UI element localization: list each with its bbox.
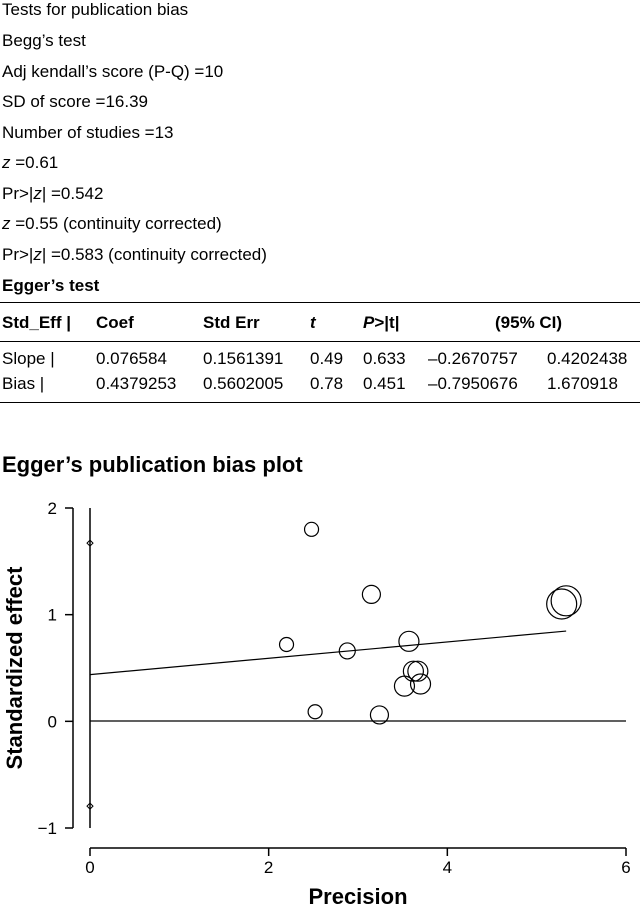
row-label: Bias |	[2, 374, 45, 393]
table-bottom-rule	[0, 402, 640, 403]
begg-title: Begg’s test	[2, 31, 86, 50]
bias-ci-lower-marker	[86, 802, 94, 810]
data-point	[407, 660, 429, 682]
begg-z-corrected: z =0.55 (continuity corrected)	[2, 214, 222, 233]
row-ci-high: 1.670918	[547, 374, 618, 393]
y-tick-label: 0	[48, 712, 57, 731]
x-axis-title: Precision	[308, 884, 407, 907]
data-point	[550, 585, 582, 617]
row-ci-high: 0.4202438	[547, 349, 628, 368]
begg-number-of-studies: Number of studies =13	[2, 123, 174, 142]
y-ticks: −1 0 1 2	[38, 499, 73, 838]
begg-kendall-score: Adj kendall’s score (P-Q) =10	[2, 62, 224, 81]
table-header-rule	[0, 341, 640, 342]
x-tick-label: 0	[85, 858, 94, 877]
data-points	[278, 521, 582, 725]
row-ci-low: –0.7950676	[428, 374, 518, 393]
data-point	[402, 660, 424, 682]
y-tick-label: 2	[48, 499, 57, 518]
x-tick-label: 6	[621, 858, 630, 877]
begg-sd-score: SD of score =16.39	[2, 92, 149, 111]
section-heading: Tests for publication bias	[2, 0, 189, 19]
data-point	[398, 630, 420, 652]
data-point	[361, 584, 381, 605]
y-tick-label: 1	[48, 606, 57, 625]
header-t: t	[310, 313, 316, 332]
data-point	[303, 521, 320, 537]
begg-pr: Pr>|z| =0.542	[2, 184, 104, 203]
y-tick-label: −1	[38, 819, 57, 838]
data-point	[369, 705, 390, 725]
row-t: 0.49	[310, 349, 344, 368]
row-label: Slope |	[2, 349, 55, 368]
row-stderr: 0.5602005	[203, 374, 284, 393]
data-point	[546, 588, 578, 620]
row-p: 0.633	[363, 349, 406, 368]
begg-z: z =0.61	[2, 153, 59, 172]
bias-ci-upper-marker	[86, 539, 94, 547]
header-ci: (95% CI)	[495, 313, 563, 332]
row-ci-low: –0.2670757	[428, 349, 518, 368]
row-p: 0.451	[363, 374, 406, 393]
data-point	[338, 642, 356, 660]
begg-pr-corrected: Pr>|z| =0.583 (continuity corrected)	[2, 245, 267, 264]
row-stderr: 0.1561391	[203, 349, 284, 368]
x-tick-label: 4	[443, 858, 452, 877]
data-point	[307, 704, 323, 720]
data-point	[278, 636, 295, 653]
data-point	[409, 673, 432, 695]
plot-title: Egger’s publication bias plot	[2, 452, 303, 477]
row-coef: 0.4379253	[96, 374, 177, 393]
header-std-eff: Std_Eff |	[2, 313, 71, 332]
row-coef: 0.076584	[96, 349, 167, 368]
table-top-rule	[0, 302, 640, 303]
header-p: P>|t|	[363, 313, 400, 332]
regression-line	[89, 630, 567, 676]
header-stderr: Std Err	[203, 313, 260, 332]
y-axis-title: Standardized effect	[2, 566, 27, 770]
x-tick-label: 2	[264, 858, 273, 877]
x-ticks: 0 2 4 6	[85, 848, 631, 877]
egger-title: Egger’s test	[2, 276, 100, 295]
row-t: 0.78	[310, 374, 344, 393]
header-coef: Coef	[96, 313, 134, 332]
